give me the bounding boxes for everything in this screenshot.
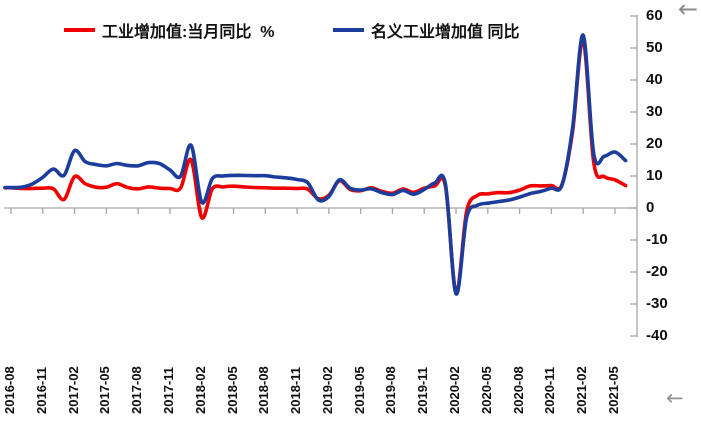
- back-arrow-icon-top[interactable]: ←: [678, 0, 699, 23]
- x-axis-tick-label: 2021-02: [574, 366, 590, 414]
- legend-item-industrial-va-monthly-yoy: 工业增加值:当月同比 %: [64, 20, 275, 41]
- x-axis-tick-label: 2020-02: [447, 366, 463, 414]
- y-axis-tick-label: 20: [646, 135, 663, 152]
- y-axis-tick-label: 50: [646, 39, 663, 56]
- x-axis-tick-label: 2018-08: [256, 366, 272, 414]
- legend-label-blue: 名义工业增加值 同比: [371, 24, 520, 41]
- y-axis-tick-label: -20: [646, 263, 668, 280]
- legend-line-blue-icon: [333, 28, 364, 32]
- x-axis-tick-label: 2019-11: [415, 367, 431, 414]
- legend-item-nominal-industrial-va-yoy: 名义工业增加值 同比: [333, 20, 520, 41]
- x-axis-tick-label: 2018-05: [224, 366, 240, 414]
- y-axis-tick-label: 30: [646, 103, 663, 120]
- x-axis-tick-label: 2020-08: [510, 366, 526, 414]
- x-axis-tick-label: 2016-08: [2, 366, 17, 414]
- x-axis-tick-label: 2018-11: [288, 367, 304, 414]
- y-axis-tick-label: -30: [646, 295, 668, 312]
- chart-legend: 工业增加值:当月同比 % 名义工业增加值 同比: [0, 0, 701, 46]
- x-axis-tick-label: 2017-05: [97, 366, 113, 414]
- legend-label-red: 工业增加值:当月同比 %: [102, 24, 275, 41]
- y-axis-tick-label: -10: [646, 231, 668, 248]
- x-axis-tick-label: 2017-11: [160, 367, 176, 414]
- back-arrow-icon-bottom[interactable]: ←: [666, 386, 684, 410]
- series-line-blue: [3, 33, 628, 296]
- x-axis-tick-label: 2016-11: [33, 367, 49, 414]
- y-axis-tick-label: 40: [646, 71, 663, 88]
- x-axis-tick-label: 2017-02: [65, 366, 81, 414]
- y-axis-tick-label: 60: [646, 7, 663, 24]
- x-axis-tick-label: 2018-02: [192, 366, 208, 414]
- x-axis-tick-label: 2020-05: [478, 366, 494, 414]
- x-axis-tick-label: 2020-11: [542, 367, 558, 414]
- legend-line-red-icon: [64, 28, 95, 32]
- y-axis-tick-label: 10: [646, 167, 663, 184]
- x-axis-tick-label: 2021-05: [605, 366, 621, 414]
- y-axis-tick-label: 0: [646, 199, 655, 216]
- x-axis-tick-label: 2019-08: [383, 366, 399, 414]
- x-axis-tick-label: 2019-02: [319, 366, 335, 414]
- x-axis-tick-label: 2017-08: [129, 366, 145, 414]
- y-axis-tick-label: -40: [646, 327, 668, 344]
- x-axis-tick-label: 2019-05: [351, 366, 367, 414]
